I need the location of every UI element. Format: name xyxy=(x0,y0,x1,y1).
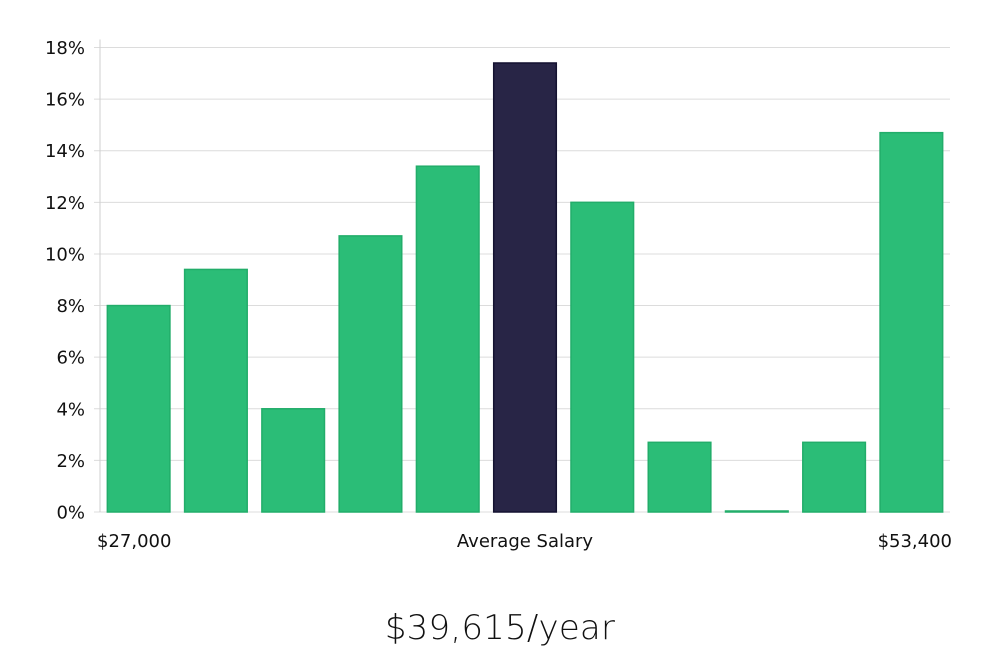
y-tick-label: 18% xyxy=(45,38,85,59)
y-tick-label: 12% xyxy=(45,193,85,214)
y-tick-label: 10% xyxy=(45,244,85,265)
bar-average-salary xyxy=(492,62,558,513)
bar xyxy=(879,131,944,513)
bar xyxy=(261,408,326,513)
x-label-max: $53,400 xyxy=(878,531,952,552)
bar xyxy=(106,304,171,513)
y-tick-label: 0% xyxy=(56,503,85,524)
y-tick-label: 4% xyxy=(56,399,85,420)
y-tick-label: 2% xyxy=(56,451,85,472)
y-tick-label: 16% xyxy=(45,90,85,111)
bar xyxy=(570,201,635,513)
bar xyxy=(647,441,712,513)
bar xyxy=(338,235,403,513)
bar xyxy=(802,441,867,513)
y-tick-label: 14% xyxy=(45,141,85,162)
x-label-average: Average Salary xyxy=(457,531,594,552)
y-tick-label: 8% xyxy=(56,296,85,317)
y-tick-label: 6% xyxy=(56,348,85,369)
bar xyxy=(415,165,480,513)
average-salary-headline: $39,615/year xyxy=(384,608,616,648)
y-axis-ticks: 0% 2% 4% 6% 8% 10% 12% 14% 16% 18% xyxy=(45,38,85,524)
bar xyxy=(183,268,248,513)
x-label-min: $27,000 xyxy=(97,531,171,552)
bar xyxy=(724,510,789,513)
salary-histogram: 0% 2% 4% 6% 8% 10% 12% 14% 16% 18% $27,000 Averag… xyxy=(45,38,952,552)
bars xyxy=(106,62,944,513)
